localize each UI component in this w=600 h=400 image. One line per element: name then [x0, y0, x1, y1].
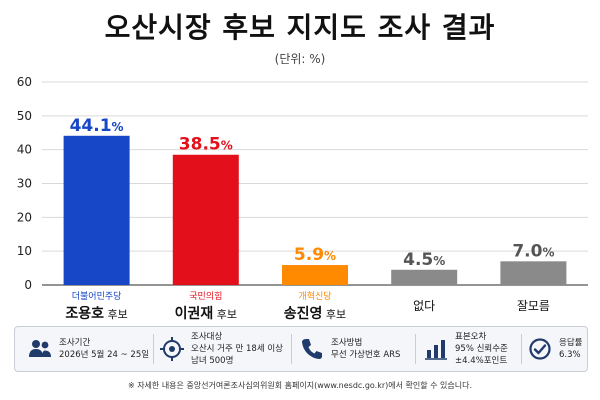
error-line2: ±4.4%포인트: [455, 356, 508, 366]
target-icon: [160, 337, 184, 361]
footnote: ※ 자세한 내용은 중앙선거여론조사심의위원회 홈페이지(www.nesdc.g…: [127, 381, 473, 390]
phone-icon: [302, 339, 322, 359]
method-value: 무선 가상번호 ARS: [331, 350, 401, 360]
method-label: 조사방법: [331, 338, 363, 348]
category-label: 송진영 후보: [284, 305, 346, 322]
party-label: 더불어민주당: [72, 291, 122, 302]
error-label: 표본오차: [455, 332, 487, 342]
survey-target: 조사대상 오산시 거주 만 18세 이상 남녀 500명: [159, 327, 283, 371]
target-line1: 오산시 거주 만 18세 이상: [191, 344, 284, 354]
y-tick-label: 40: [17, 143, 32, 157]
bar-value-label: 44.1%: [70, 116, 124, 136]
survey-response: 응답률 6.3%: [527, 327, 582, 371]
category-label: 이권재 후보: [175, 305, 237, 322]
category-label: 조용호 후보: [65, 306, 127, 322]
party-label: 개혁신당: [298, 291, 331, 302]
y-tick-label: 10: [17, 244, 32, 258]
bar: [391, 269, 458, 285]
survey-period: 조사기간 2026년 5월 24 ~ 25일: [27, 327, 149, 371]
bar: [63, 135, 130, 285]
bar: [172, 154, 239, 285]
bar: [500, 261, 567, 285]
response-value: 6.3%: [559, 350, 581, 360]
category-label: 잘모름: [517, 299, 550, 313]
survey-info-panel: 조사기간 2026년 5월 24 ~ 25일 조사대상 오산시 거주 만 18세…: [14, 326, 588, 372]
period-label: 조사기간: [59, 338, 91, 348]
chart-title: 오산시장 후보 지지도 조사 결과: [104, 11, 496, 44]
party-label: 국민의힘: [189, 291, 222, 302]
y-tick-label: 60: [17, 75, 32, 89]
y-tick-label: 50: [17, 109, 32, 123]
y-tick-label: 30: [17, 177, 32, 191]
bar-chart-icon: [425, 340, 447, 360]
target-label: 조사대상: [191, 332, 223, 342]
y-tick-label: 0: [24, 278, 32, 292]
bar-value-label: 4.5%: [403, 250, 445, 270]
bar-value-label: 38.5%: [179, 135, 233, 155]
bar: [282, 265, 348, 285]
survey-error: 표본오차 95% 신뢰수준 ±4.4%포인트: [423, 327, 508, 371]
category-label: 없다: [413, 299, 435, 313]
error-line1: 95% 신뢰수준: [455, 344, 508, 354]
y-tick-label: 20: [17, 210, 32, 224]
bar-value-label: 5.9%: [294, 245, 336, 265]
response-label: 응답률: [559, 338, 583, 348]
period-value: 2026년 5월 24 ~ 25일: [59, 350, 150, 360]
survey-method: 조사방법 무선 가상번호 ARS: [299, 327, 400, 371]
bar-value-label: 7.0%: [512, 241, 554, 261]
check-circle-icon: [529, 338, 551, 360]
chart-subtitle: (단위: %): [274, 52, 326, 66]
target-line2: 남녀 500명: [191, 356, 234, 366]
people-icon: [29, 340, 51, 357]
